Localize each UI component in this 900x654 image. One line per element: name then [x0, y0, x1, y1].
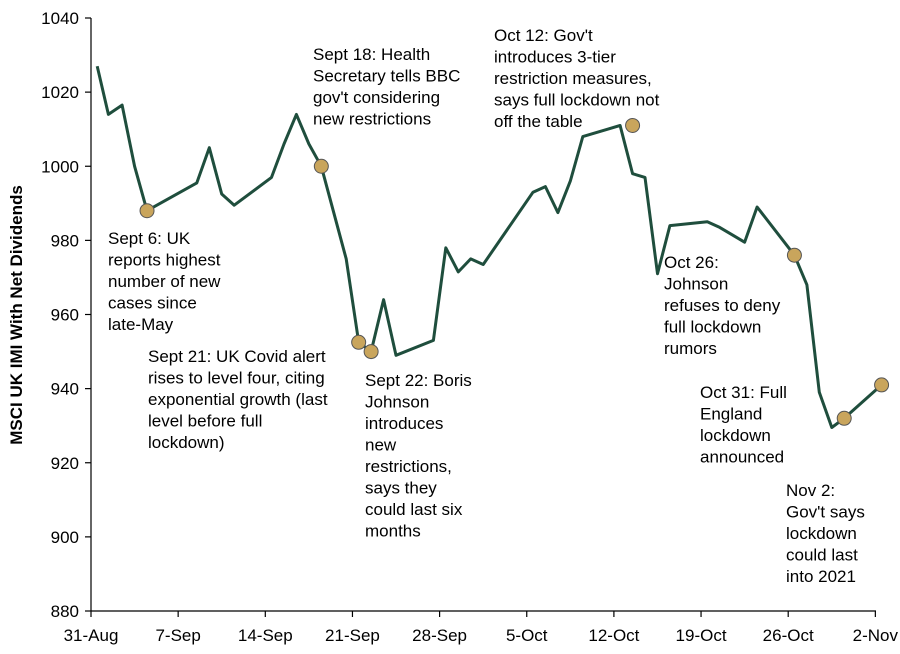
y-tick-label: 940: [51, 380, 79, 399]
y-tick-label: 920: [51, 454, 79, 473]
event-marker: [351, 334, 367, 350]
x-tick-label: 7-Sep: [155, 626, 200, 645]
x-tick-label: 19-Oct: [676, 626, 727, 645]
y-tick-label: 1040: [41, 9, 79, 28]
annotation-text: Sept 22: Boris Johnson introduces new restri…: [365, 371, 472, 541]
event-markers: [139, 117, 890, 426]
annotation-text: Oct 26: Johnson refuses to deny full lockdo…: [664, 253, 781, 358]
event-marker: [625, 117, 641, 133]
y-tick-label: 1020: [41, 83, 79, 102]
x-tick-label: 28-Sep: [412, 626, 467, 645]
x-tick-label: 26-Oct: [763, 626, 814, 645]
y-tick-label: 960: [51, 306, 79, 325]
event-marker: [786, 247, 802, 263]
annotation-text: Sept 6: UK reports highest number of new ca…: [108, 229, 221, 334]
x-axis-ticks: 31-Aug 7-Sep 14-Sep 21-Sep 28-Sep 5-Oct 12-Oct…: [64, 611, 899, 645]
y-tick-label: 880: [51, 602, 79, 621]
annotation-text: Oct 31: Full England lockdown announced: [700, 383, 787, 467]
event-marker: [363, 344, 379, 360]
y-tick-label: 980: [51, 231, 79, 250]
annotation-text: Sept 21: UK Covid alert rises to level fo…: [148, 347, 328, 452]
event-marker: [836, 410, 852, 426]
y-axis-ticks: 880 900 920 940 960 980 1000 1020 1040: [41, 9, 91, 621]
event-marker: [874, 377, 890, 393]
x-tick-label: 14-Sep: [238, 626, 293, 645]
annotation-text: Sept 18: Health Secretary tells BBC gov't …: [313, 45, 460, 129]
event-marker: [139, 203, 155, 219]
annotation-text: Nov 2: Gov't says lockdown could last into 2…: [786, 481, 865, 586]
series-group: [95, 65, 883, 429]
x-tick-label: 31-Aug: [64, 626, 119, 645]
x-tick-label: 12-Oct: [588, 626, 639, 645]
annotations: Sept 6: UK reports highest number of new ca…: [108, 26, 865, 586]
annotation-text: Oct 12: Gov't introduces 3-tier restrictio…: [494, 26, 660, 131]
x-tick-label: 5-Oct: [506, 626, 548, 645]
event-marker: [313, 158, 329, 174]
series-line: [95, 65, 883, 429]
y-tick-label: 1000: [41, 157, 79, 176]
y-tick-label: 900: [51, 528, 79, 547]
x-tick-label: 21-Sep: [325, 626, 380, 645]
y-axis-label: MSCI UK IMI With Net Dividends: [7, 185, 26, 445]
x-tick-label: 2-Nov: [853, 626, 899, 645]
